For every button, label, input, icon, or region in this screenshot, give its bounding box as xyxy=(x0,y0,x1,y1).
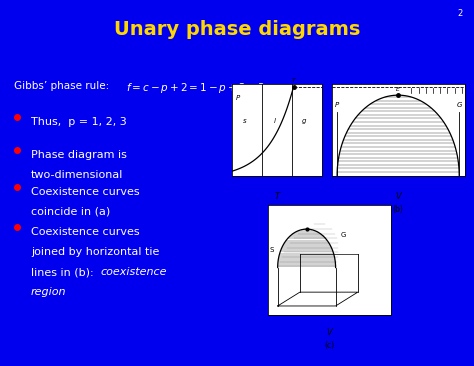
Text: V: V xyxy=(327,328,332,337)
Text: l: l xyxy=(273,118,275,124)
Text: Unary phase diagrams: Unary phase diagrams xyxy=(114,20,360,39)
Text: Gibbs’ phase rule:: Gibbs’ phase rule: xyxy=(14,81,113,90)
Text: joined by horizontal tie: joined by horizontal tie xyxy=(31,247,159,257)
Text: P: P xyxy=(335,102,339,108)
Text: coexistence: coexistence xyxy=(101,267,167,277)
Text: T: T xyxy=(292,78,296,83)
Text: s: s xyxy=(243,118,246,124)
Text: (a): (a) xyxy=(272,205,283,214)
Text: coincide in (a): coincide in (a) xyxy=(31,207,110,217)
Text: region: region xyxy=(31,287,66,297)
Text: Coexistence curves: Coexistence curves xyxy=(31,187,139,197)
Text: S: S xyxy=(269,247,273,253)
Text: two-dimensional: two-dimensional xyxy=(31,170,123,180)
Text: G: G xyxy=(340,232,346,238)
Text: Phase diagram is: Phase diagram is xyxy=(31,150,127,160)
Text: P: P xyxy=(236,95,240,101)
Text: V: V xyxy=(395,192,401,201)
Text: T: T xyxy=(275,192,280,201)
Text: g: g xyxy=(302,118,307,124)
Text: 2: 2 xyxy=(457,9,462,18)
Text: Thus,  p = 1, 2, 3: Thus, p = 1, 2, 3 xyxy=(31,117,127,127)
Text: G: G xyxy=(456,102,462,108)
Text: (b): (b) xyxy=(393,205,403,214)
Text: $f = c - p + 2 = 1 - p + 2 = 3 - p$: $f = c - p + 2 = 1 - p + 2 = 3 - p$ xyxy=(126,81,284,94)
Text: Coexistence curves: Coexistence curves xyxy=(31,227,139,237)
Text: (c): (c) xyxy=(324,341,335,350)
Text: lines in (b):: lines in (b): xyxy=(31,267,100,277)
Text: E: E xyxy=(396,87,400,92)
